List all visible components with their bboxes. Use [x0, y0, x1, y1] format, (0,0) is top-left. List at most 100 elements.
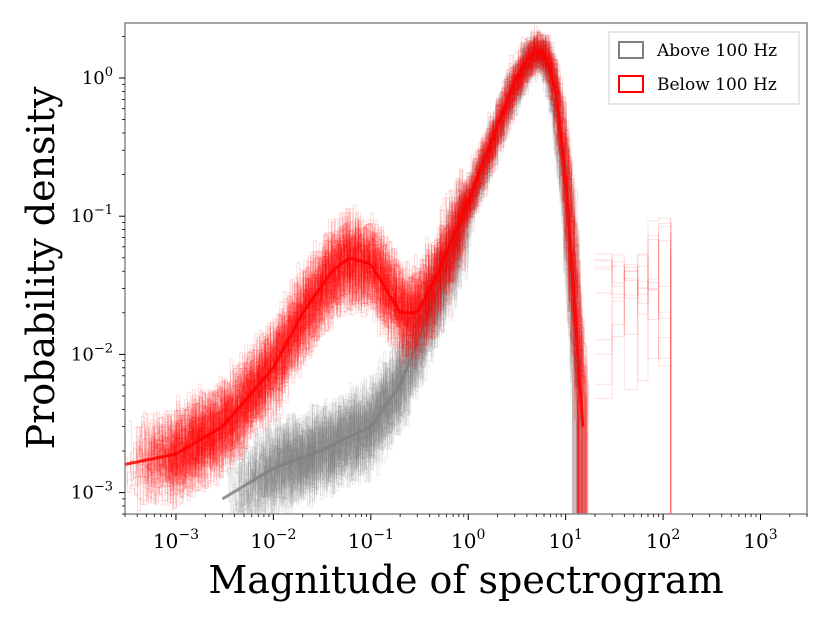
series-curve — [176, 40, 589, 514]
series-curve — [276, 31, 578, 514]
series-curve — [128, 34, 584, 514]
outlier-curve — [595, 240, 672, 514]
outlier-curve — [595, 232, 672, 514]
series-curve — [269, 37, 573, 514]
series-curve — [225, 38, 580, 514]
y-axis-label: Probability density — [19, 86, 63, 449]
series-curve — [235, 43, 578, 514]
series-curve — [166, 45, 589, 514]
series-curve — [239, 46, 582, 514]
outlier-curve — [595, 234, 672, 514]
series-curve — [129, 44, 583, 514]
series-curve — [229, 41, 585, 514]
series-curve — [230, 31, 575, 514]
x-tick-label: 100 — [451, 527, 485, 553]
series-curve — [142, 25, 582, 514]
outlier-curve — [595, 217, 672, 514]
series-curve — [132, 40, 578, 514]
x-tick-label: 10−3 — [153, 527, 199, 553]
series-curve — [153, 42, 582, 514]
series-curve — [153, 34, 586, 514]
series-curve — [148, 47, 580, 514]
series-curve — [165, 48, 585, 514]
series-curve — [249, 40, 580, 514]
series-curve — [248, 42, 586, 514]
series-curve — [237, 35, 582, 514]
series-curve — [267, 39, 583, 514]
series-curve — [137, 36, 580, 514]
legend-label-above: Above 100 Hz — [656, 41, 777, 61]
series-curve — [231, 31, 579, 514]
y-tick-label: 10−3 — [71, 480, 113, 504]
series-curve — [164, 41, 587, 514]
outlier-curve — [595, 249, 672, 514]
series-curve — [168, 42, 580, 514]
series-curve — [135, 47, 587, 514]
series-curve — [183, 47, 588, 514]
tick-labels: 10−3 10−2 10−1 100 101 102 103 10−3 10−2 10−1 100 — [71, 65, 778, 553]
legend-swatch-above — [618, 41, 644, 59]
y-tick-label: 10−1 — [71, 203, 113, 227]
series-curve — [140, 39, 581, 514]
series-layer — [125, 25, 672, 514]
legend-swatch-below — [618, 75, 644, 93]
series-curve — [160, 39, 587, 514]
series-curve — [150, 39, 579, 514]
y-tick-label: 10−2 — [71, 341, 113, 365]
series-curve — [142, 42, 587, 514]
series-curve — [178, 32, 582, 514]
series-curve — [245, 41, 578, 514]
outlier-curve — [595, 222, 672, 514]
x-axis-label: Magnitude of spectrogram — [208, 558, 723, 602]
plot-background — [125, 23, 807, 514]
series-curve — [181, 40, 586, 514]
series-curve — [125, 41, 578, 514]
series-curve — [125, 42, 579, 514]
series-curve — [161, 34, 581, 514]
series-curve — [168, 40, 587, 514]
series-curve — [260, 44, 581, 514]
series-curve — [238, 42, 584, 514]
series-curve — [182, 30, 586, 514]
series-curve — [144, 35, 588, 514]
x-tick-label: 102 — [646, 527, 680, 553]
series-curve — [226, 35, 574, 514]
series-curve — [156, 35, 580, 514]
series-curve — [284, 34, 586, 514]
series-curve — [251, 36, 575, 514]
series-curve — [136, 40, 585, 514]
series-curve — [150, 35, 578, 514]
series-curve — [236, 39, 574, 514]
series-curve — [253, 36, 576, 514]
series-curve — [174, 42, 587, 514]
series-curve — [240, 35, 580, 514]
series-curve — [145, 46, 583, 514]
series-curve — [137, 41, 588, 514]
x-tick-label: 10−1 — [348, 527, 394, 553]
series-curve — [138, 29, 580, 514]
axes-frame — [124, 22, 808, 515]
x-tick-label: 103 — [743, 527, 777, 553]
series-curve — [250, 41, 575, 514]
series-curve — [127, 40, 584, 514]
series-curve — [272, 42, 580, 514]
series-curve — [156, 47, 583, 514]
series-curve — [178, 30, 588, 514]
series-below-100hz — [125, 25, 589, 514]
series-curve — [172, 38, 583, 514]
plot-area — [125, 23, 807, 514]
series-mean-curve — [125, 48, 585, 466]
series-curve — [168, 41, 582, 514]
x-tick-label: 10−2 — [250, 527, 296, 553]
x-tick-label: 101 — [548, 527, 582, 553]
series-curve — [139, 33, 578, 514]
outlier-curve — [595, 261, 672, 514]
series-curve — [142, 38, 579, 514]
y-tick-label: 100 — [82, 65, 113, 89]
series-curve — [264, 44, 577, 514]
legend-label-below: Below 100 Hz — [657, 75, 777, 95]
series-curve — [282, 41, 586, 514]
outlier-curve — [595, 222, 672, 514]
series-curve — [271, 43, 577, 514]
